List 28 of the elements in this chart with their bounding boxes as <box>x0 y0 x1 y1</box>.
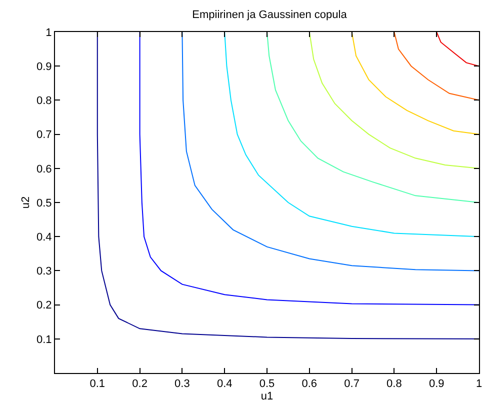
x-tick-label: 0.1 <box>90 378 106 390</box>
y-tick-label: 0.4 <box>36 231 52 244</box>
x-tick-label: 0.2 <box>132 378 148 390</box>
x-tick-label: 1 <box>476 378 482 390</box>
x-tick-label: 0.4 <box>216 378 232 390</box>
y-tick-label: 0.7 <box>36 129 52 142</box>
y-tick-label: 0.1 <box>36 334 52 346</box>
y-tick-label: 0.5 <box>36 197 52 210</box>
line-series <box>394 32 479 101</box>
x-tick-label: 0.5 <box>259 378 275 390</box>
line-series <box>308 32 479 169</box>
y-tick-label: 0.6 <box>36 163 52 176</box>
chart-title: Empiirinen ja Gaussinen copula <box>192 8 348 21</box>
y-tick-label: 0.8 <box>36 95 52 108</box>
x-tick-label: 0.3 <box>174 378 190 390</box>
x-tick-label: 0.6 <box>302 378 318 390</box>
x-tick-label: 0.8 <box>386 378 402 390</box>
line-series <box>351 32 479 135</box>
y-axis-title: u2 <box>20 196 32 209</box>
line-series <box>436 32 479 67</box>
y-tick-label: 0.9 <box>36 60 52 73</box>
line-series <box>266 32 479 203</box>
y-tick-label: 1 <box>46 26 52 39</box>
y-tick-label: 0.3 <box>36 266 52 278</box>
y-tick-label: 0.2 <box>36 300 52 312</box>
x-axis-title: u1 <box>260 390 274 402</box>
x-tick-label: 0.7 <box>344 378 360 390</box>
x-tick-label: 0.9 <box>428 378 444 390</box>
